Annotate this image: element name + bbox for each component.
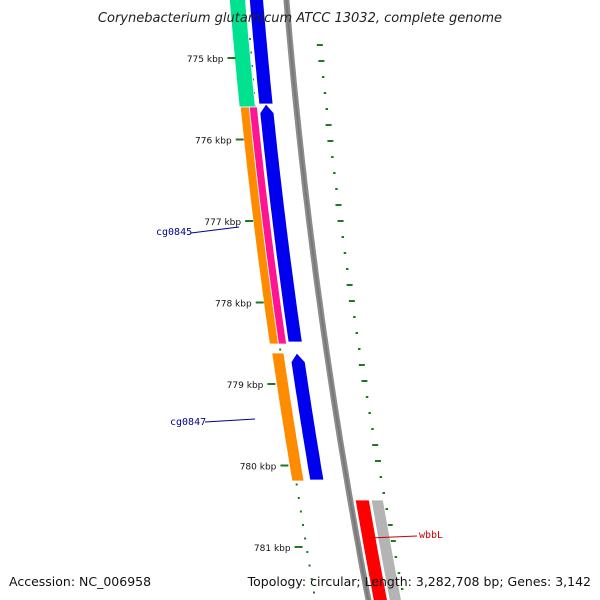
gc-mark (386, 524, 393, 526)
gc-mark (316, 44, 323, 46)
gene-label-leader (190, 226, 240, 234)
skew-mark (249, 51, 252, 54)
cds-orange-feature[interactable] (271, 352, 305, 482)
scale-label: 779 kbp (227, 381, 264, 391)
gc-mark (394, 556, 398, 558)
scale-label: 776 kbp (195, 137, 232, 147)
gc-mark (389, 540, 396, 542)
scale-label: 775 kbp (187, 55, 224, 65)
gc-mark (353, 316, 356, 318)
skew-mark (279, 348, 282, 351)
gc-mark (355, 332, 358, 334)
gc-mark (341, 236, 344, 238)
skew-mark (313, 591, 315, 594)
gc-mark (323, 92, 327, 94)
genome-summary: Topology: circular; Length: 3,282,708 bp… (247, 574, 591, 589)
scale-label: 777 kbp (204, 218, 241, 228)
gc-mark (346, 268, 349, 270)
gene-label-leader (204, 418, 256, 423)
skew-mark (302, 524, 304, 526)
scale-tick (227, 57, 236, 59)
scale-tick (267, 383, 276, 385)
scale-tick (245, 220, 254, 222)
gc-mark (333, 172, 336, 174)
scale-tick (280, 464, 289, 467)
gc-mark (379, 476, 383, 478)
skew-mark (308, 564, 311, 567)
gc-mark (358, 364, 365, 366)
gc-mark (368, 412, 371, 414)
gene-label-cg0845[interactable]: cg0845 (156, 227, 192, 238)
gc-mark (337, 220, 344, 222)
gc-mark (371, 428, 374, 430)
gc-mark (325, 108, 328, 110)
skew-mark (248, 38, 251, 40)
cds-blue-feature[interactable] (290, 352, 325, 481)
scale-label: 780 kbp (240, 463, 277, 473)
gc-mark (361, 380, 368, 382)
gc-mark (375, 460, 381, 462)
cds-red-feature[interactable] (354, 499, 388, 600)
scale-label: 778 kbp (215, 300, 252, 310)
backbone-track (283, 0, 372, 600)
scale-label: 781 kbp (254, 544, 291, 554)
gc-mark (346, 284, 353, 286)
scale-tick (294, 546, 303, 548)
gc-mark (335, 204, 342, 206)
gene-labels: cg0845 cg0847 wbbL (156, 226, 443, 541)
feature-tracks (229, 0, 402, 600)
gene-label-wbbL[interactable]: wbbL (419, 530, 443, 541)
gc-mark (397, 572, 401, 574)
gc-mark (335, 188, 338, 190)
scale-tick (255, 301, 264, 304)
gc-mark (318, 60, 325, 62)
skew-mark (297, 497, 300, 499)
gc-mark (385, 508, 388, 510)
gc-mark (325, 124, 332, 126)
gc-mark (400, 588, 404, 590)
skew-mark (306, 551, 309, 553)
cds-pink-feature[interactable] (248, 106, 287, 345)
gc-mark (358, 348, 361, 350)
gc-mark (372, 444, 379, 446)
cds-blue-feature[interactable] (259, 103, 303, 343)
gc-mark (382, 492, 385, 494)
gc-mark (321, 76, 325, 78)
skew-mark (250, 65, 253, 67)
gc-mark (365, 396, 369, 398)
gene-label-leader (368, 535, 418, 539)
gc-mark (343, 252, 347, 254)
gene-label-cg0847[interactable]: cg0847 (170, 417, 206, 428)
scale-tick (235, 138, 244, 141)
gc-mark (327, 140, 334, 142)
skew-mark (304, 537, 307, 540)
skew-mark (310, 578, 313, 580)
genome-title: Corynebacterium glutamicum ATCC 13032, c… (98, 11, 502, 26)
skew-mark (299, 510, 302, 513)
gc-mark (348, 300, 355, 302)
scale-ticks: 775 kbp 776 kbp 777 kbp 778 kbp 779 kbp 780 k… (187, 55, 303, 554)
cds-blue-feature[interactable] (249, 0, 274, 105)
gc-mark (331, 156, 334, 158)
accession-label: Accession: NC_006958 (9, 574, 151, 589)
skew-mark (295, 483, 298, 486)
